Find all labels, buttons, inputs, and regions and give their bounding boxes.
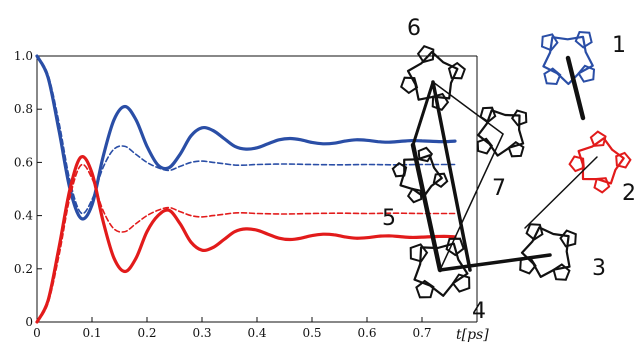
node-label-4: 4 bbox=[472, 299, 486, 324]
x-tick-label: 0.7 bbox=[412, 326, 431, 340]
node-label-3: 3 bbox=[592, 256, 606, 281]
x-tick-label: 0 bbox=[33, 326, 41, 340]
x-tick-label: 0.2 bbox=[137, 326, 156, 340]
bond-3 bbox=[410, 142, 443, 273]
y-tick-label: 0.6 bbox=[14, 155, 33, 169]
node-labels: 1 2 3 4 5 6 7 bbox=[382, 16, 636, 324]
molecule-2 bbox=[568, 130, 632, 194]
ticks: 0 0.1 0.2 0.3 0.4 0.5 0.6 0.7 0 0.2 0.4 0.6 0.8 1.0 bbox=[14, 49, 432, 340]
x-tick-label: 0.5 bbox=[302, 326, 321, 340]
series-line-1 bbox=[36, 55, 456, 215]
molecule-3 bbox=[519, 223, 577, 281]
bond-5 bbox=[431, 80, 472, 272]
x-tick-label: 0.6 bbox=[357, 326, 376, 340]
y-tick-label: 1.0 bbox=[14, 49, 33, 63]
node-label-1: 1 bbox=[612, 33, 626, 58]
series-line-0 bbox=[35, 54, 457, 221]
bond-6 bbox=[432, 81, 504, 135]
bond-4 bbox=[411, 80, 435, 147]
x-tick-label: 0.1 bbox=[82, 326, 101, 340]
x-tick-label: 0.3 bbox=[192, 326, 211, 340]
bond-7 bbox=[439, 133, 504, 271]
y-tick-label: 0.4 bbox=[14, 209, 33, 223]
series-line-3 bbox=[36, 163, 456, 323]
y-tick-label: 0.8 bbox=[14, 102, 33, 116]
bond-0 bbox=[565, 55, 586, 121]
series-layer bbox=[35, 54, 457, 324]
node-label-2: 2 bbox=[622, 181, 636, 206]
bond-1 bbox=[524, 156, 598, 229]
node-label-7: 7 bbox=[492, 176, 506, 201]
x-axis-label: t[ps] bbox=[456, 327, 489, 343]
node-label-5: 5 bbox=[382, 206, 396, 231]
y-tick-label: 0 bbox=[25, 315, 33, 329]
molecular-diagram bbox=[391, 30, 632, 299]
bond-2 bbox=[438, 253, 552, 272]
molecule-4 bbox=[409, 237, 471, 299]
y-tick-label: 0.2 bbox=[14, 262, 33, 276]
molecule-6 bbox=[400, 45, 466, 111]
molecule-7 bbox=[476, 106, 528, 158]
x-tick-label: 0.4 bbox=[247, 326, 266, 340]
node-label-6: 6 bbox=[407, 16, 421, 41]
series-line-2 bbox=[35, 155, 457, 324]
